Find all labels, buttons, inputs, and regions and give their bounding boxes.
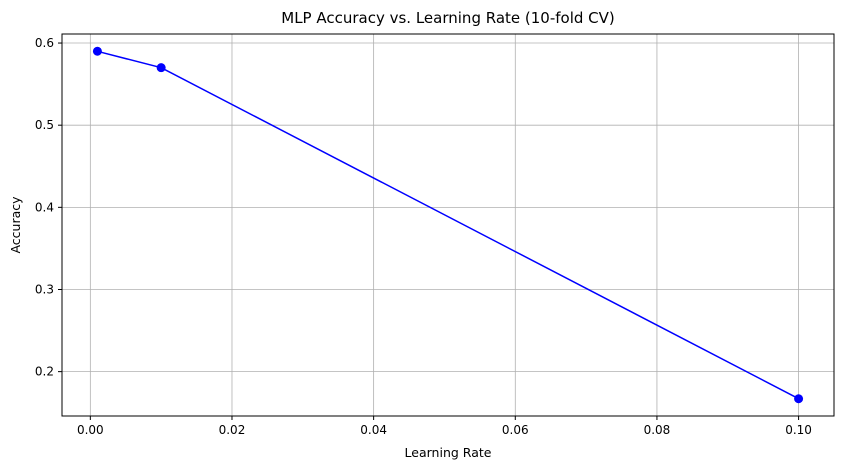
y-tick-label: 0.6 [35, 36, 54, 50]
y-tick-label: 0.4 [35, 200, 54, 214]
plot-frame [61, 33, 835, 417]
data-point [794, 394, 804, 404]
y-tick-label: 0.5 [35, 118, 54, 132]
x-tick-label: 0.10 [785, 423, 812, 437]
chart-title: MLP Accuracy vs. Learning Rate (10-fold … [281, 9, 615, 27]
series [92, 46, 804, 404]
x-tick-label: 0.04 [360, 423, 387, 437]
y-axis-label: Accuracy [8, 196, 23, 254]
x-tick-label: 0.02 [219, 423, 246, 437]
ticks: 0.00 0.02 0.04 0.06 0.08 0.10 0.2 0.3 0.4 0.5 0.6 [35, 36, 812, 437]
x-tick-label: 0.06 [502, 423, 529, 437]
series-line [97, 50, 799, 400]
y-tick-label: 0.2 [35, 365, 54, 379]
data-point [92, 46, 102, 56]
y-tick-label: 0.3 [35, 282, 54, 296]
grid [62, 34, 834, 416]
x-axis-label: Learning Rate [405, 445, 492, 460]
data-point [156, 63, 166, 73]
x-tick-label: 0.00 [77, 423, 104, 437]
x-tick-label: 0.08 [644, 423, 671, 437]
